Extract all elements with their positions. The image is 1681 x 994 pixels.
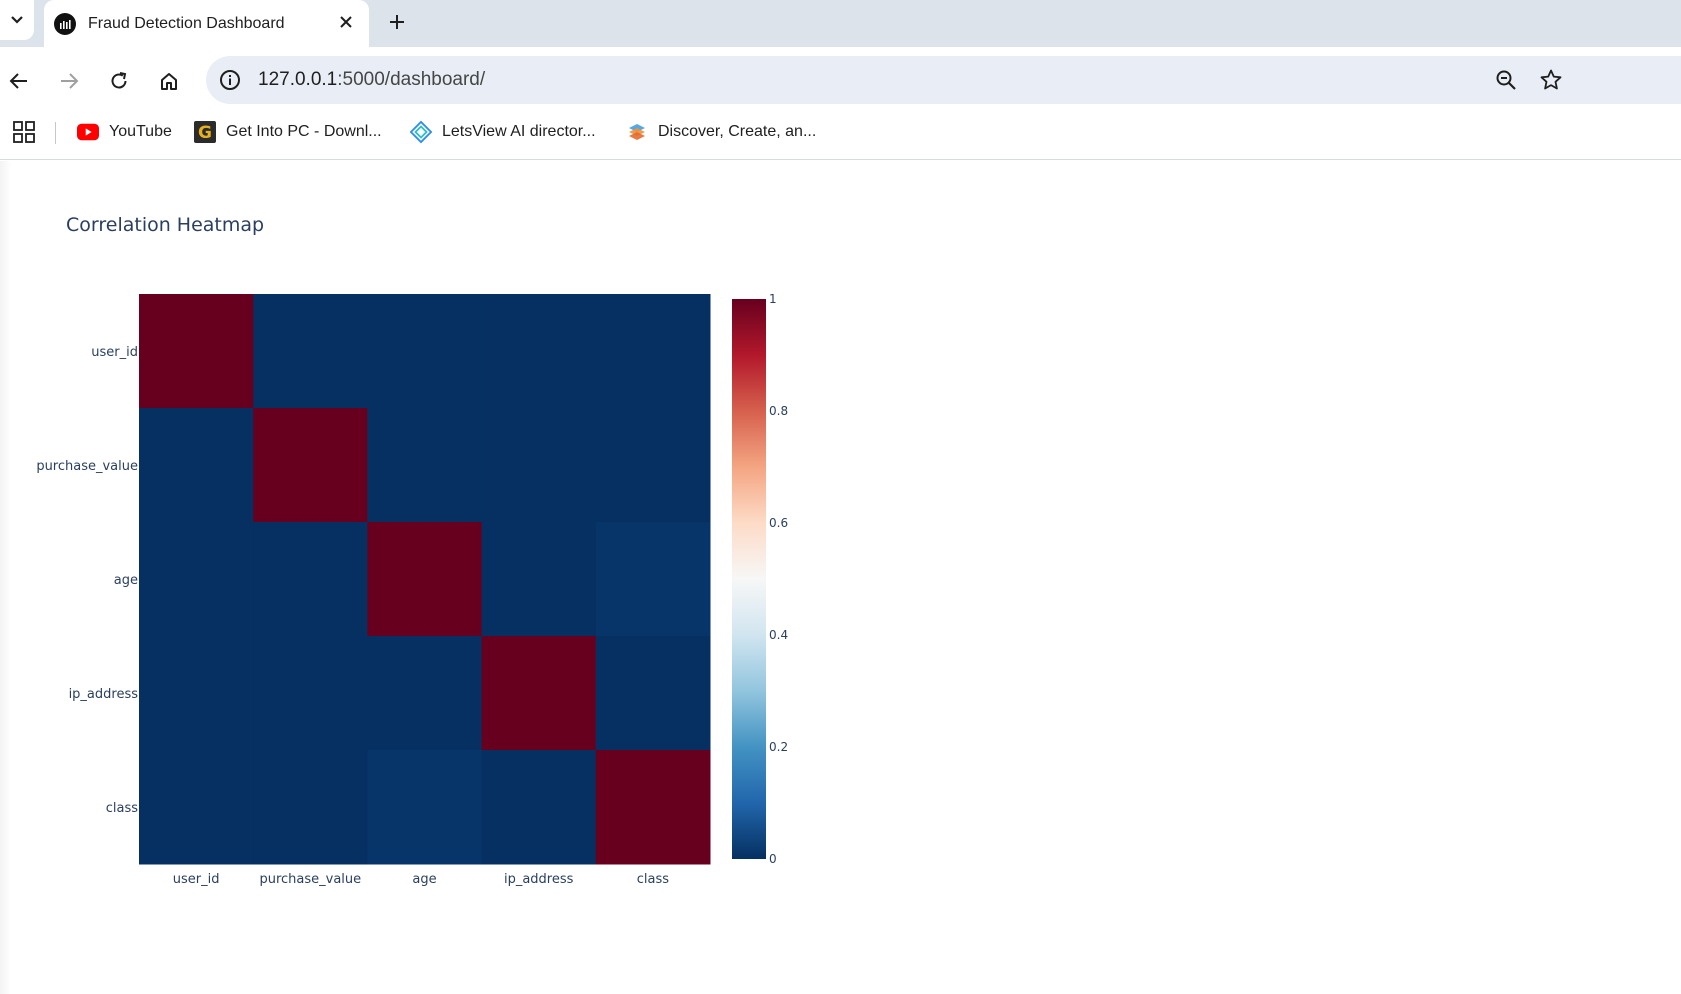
heatmap-cell[interactable] — [139, 408, 254, 523]
x-tick-label: purchase_value — [259, 872, 361, 887]
zoom-button[interactable] — [1492, 66, 1520, 94]
heatmap-cell[interactable] — [253, 636, 368, 751]
bookmarks-separator — [55, 122, 56, 144]
discover-icon — [626, 121, 648, 143]
arrow-left-icon — [9, 73, 27, 89]
bookmarks-bar: YouTube G Get Into PC - Downl... LetsVie… — [0, 112, 1681, 160]
bookmark-youtube[interactable]: YouTube — [77, 118, 172, 146]
colorbar-tick-label: 0.8 — [769, 404, 788, 418]
colorbar-tick-label: 1 — [769, 292, 777, 306]
heatmap-cell[interactable] — [367, 636, 483, 751]
heatmap-cell[interactable] — [595, 294, 711, 409]
home-icon — [161, 73, 177, 90]
colorbar — [732, 299, 766, 859]
tab-strip: Fraud Detection Dashboard — [0, 0, 1681, 47]
heatmap-cell[interactable] — [139, 750, 254, 865]
zoom-out-icon — [1496, 70, 1516, 90]
heatmap-cell[interactable] — [481, 636, 597, 751]
heatmap-cell[interactable] — [595, 522, 711, 637]
info-icon — [220, 70, 240, 90]
heatmap-cell[interactable] — [367, 522, 483, 637]
heatmap-cell[interactable] — [367, 408, 483, 523]
correlation-heatmap[interactable]: user_idpurchase_valueageip_addressclass … — [0, 161, 900, 921]
browser-tab[interactable]: Fraud Detection Dashboard — [44, 0, 369, 47]
bookmark-label: Discover, Create, an... — [658, 123, 817, 140]
heatmap-cell[interactable] — [595, 408, 711, 523]
svg-text:G: G — [198, 123, 212, 143]
letsview-icon — [410, 120, 432, 144]
x-tick-label: age — [412, 872, 436, 887]
y-tick-label: class — [106, 801, 138, 816]
url-path: :5000/dashboard/ — [337, 69, 486, 90]
url-text: 127.0.0.1:5000/dashboard/ — [258, 69, 485, 91]
heatmap-cell[interactable] — [595, 750, 711, 865]
reload-button[interactable] — [103, 65, 135, 97]
bookmark-label: LetsView AI director... — [442, 123, 596, 140]
close-icon — [340, 16, 352, 28]
home-button[interactable] — [153, 65, 185, 97]
arrow-right-icon — [61, 73, 79, 89]
heatmap-cell[interactable] — [481, 294, 597, 409]
chart-title: Correlation Heatmap — [66, 214, 265, 236]
colorbar-tick-label: 0.4 — [769, 628, 788, 642]
heatmap-cell[interactable] — [481, 408, 597, 523]
bookmark-letsview[interactable]: LetsView AI director... — [410, 118, 596, 146]
new-tab-button[interactable] — [383, 8, 411, 36]
close-tab-button[interactable] — [335, 11, 357, 33]
page-edge — [0, 161, 11, 994]
youtube-icon — [77, 121, 99, 143]
apps-button[interactable] — [12, 120, 38, 146]
star-icon — [1540, 69, 1562, 90]
heatmap-cell[interactable] — [253, 522, 368, 637]
heatmap-cell[interactable] — [595, 636, 711, 751]
bookmark-label: Get Into PC - Downl... — [226, 123, 382, 140]
browser-toolbar: 127.0.0.1:5000/dashboard/ — [0, 47, 1681, 112]
address-bar[interactable]: 127.0.0.1:5000/dashboard/ — [206, 56, 1681, 104]
tab-search-button[interactable] — [0, 0, 34, 40]
heatmap-cell[interactable] — [367, 294, 483, 409]
bookmark-star-button[interactable] — [1537, 66, 1565, 94]
colorbar-tick-label: 0.6 — [769, 516, 788, 530]
site-info-button[interactable] — [218, 68, 242, 92]
grid-icon — [13, 121, 35, 143]
colorbar-tick-label: 0.2 — [769, 740, 788, 754]
y-tick-label: ip_address — [69, 687, 139, 702]
plus-icon — [390, 15, 404, 29]
bookmark-discover[interactable]: Discover, Create, an... — [626, 118, 816, 146]
heatmap-cell[interactable] — [253, 750, 368, 865]
heatmap-cell[interactable] — [139, 294, 254, 409]
heatmap-cell[interactable] — [253, 408, 368, 523]
x-tick-label: ip_address — [504, 872, 574, 887]
bookmark-getintopc[interactable]: G Get Into PC - Downl... — [194, 118, 382, 146]
forward-button[interactable] — [53, 65, 85, 97]
heatmap-cell[interactable] — [139, 522, 254, 637]
getintopc-icon: G — [194, 121, 216, 143]
y-tick-label: age — [114, 573, 138, 588]
x-tick-label: class — [637, 872, 669, 887]
dashboard-page: Correlation Heatmap user_id purchase_valu… — [0, 161, 1681, 994]
heatmap-cell[interactable] — [139, 636, 254, 751]
back-button[interactable] — [3, 65, 35, 97]
bookmark-label: YouTube — [109, 123, 172, 140]
url-host: 127.0.0.1 — [258, 69, 338, 90]
dashboard-favicon-icon — [54, 12, 76, 35]
heatmap-cell[interactable] — [253, 294, 368, 409]
chevron-down-icon — [11, 16, 23, 24]
reload-icon — [111, 72, 127, 89]
heatmap-cell[interactable] — [481, 750, 597, 865]
y-tick-label: purchase_value — [36, 459, 138, 474]
y-tick-label: user_id — [91, 345, 138, 360]
x-tick-label: user_id — [173, 872, 220, 887]
heatmap-cell[interactable] — [481, 522, 597, 637]
colorbar-tick-label: 0 — [769, 852, 777, 866]
tab-title: Fraud Detection Dashboard — [88, 14, 285, 32]
heatmap-cell[interactable] — [367, 750, 483, 865]
